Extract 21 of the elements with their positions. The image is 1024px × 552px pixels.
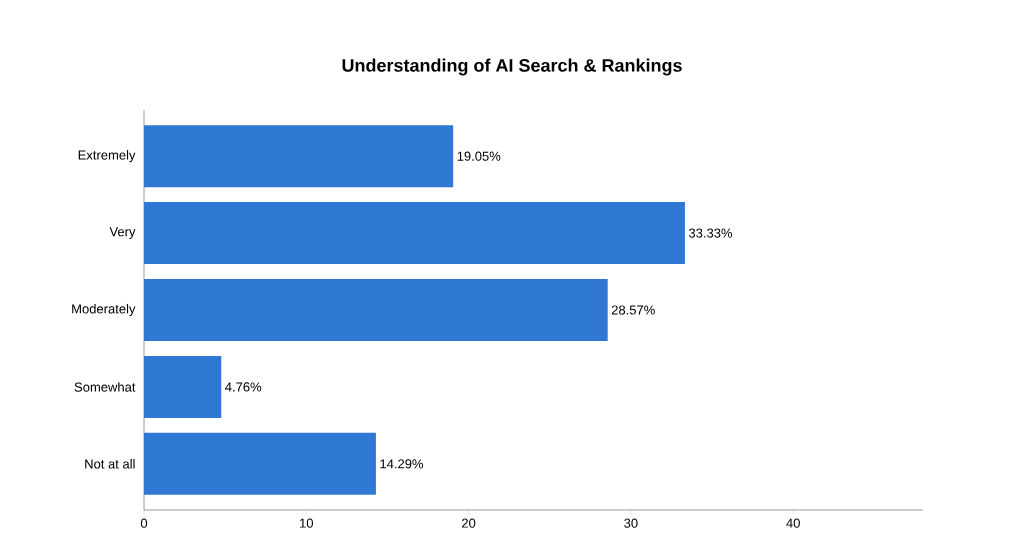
x-tick-label: 20	[462, 518, 476, 528]
y-tick-label: Very	[109, 227, 136, 239]
x-tick-label: 40	[786, 518, 800, 528]
chart-title: Understanding of AI Search & Rankings	[342, 58, 682, 76]
x-tick-label: 0	[140, 518, 148, 528]
data-label: 33.33%	[688, 228, 733, 238]
bar	[144, 279, 608, 341]
y-tick-label: Extremely	[78, 150, 136, 163]
y-tick-label: Somewhat	[74, 382, 136, 392]
x-tick-label: 10	[300, 518, 314, 528]
y-tick-label: Moderately	[72, 303, 136, 317]
bar	[144, 125, 454, 188]
data-label: 14.29%	[380, 459, 424, 469]
data-label: 28.57%	[611, 305, 655, 315]
y-tick-label: Not at all	[85, 459, 135, 469]
data-label: 4.76%	[225, 382, 262, 392]
bar	[144, 202, 685, 265]
bar	[144, 355, 222, 418]
data-label: 19.05%	[457, 151, 501, 161]
bar	[144, 432, 376, 495]
x-tick-label: 30	[624, 518, 638, 528]
